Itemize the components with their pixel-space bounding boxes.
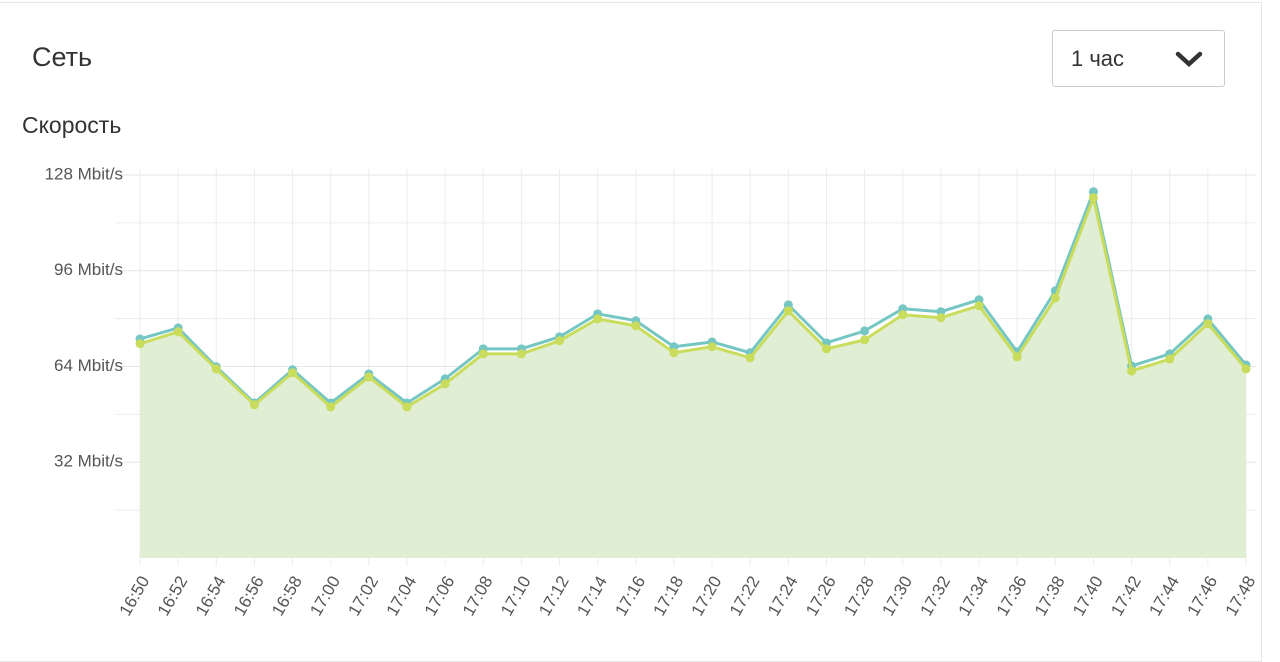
point bbox=[631, 321, 641, 331]
point bbox=[288, 368, 298, 378]
point bbox=[783, 306, 793, 316]
point bbox=[707, 342, 717, 352]
point bbox=[860, 326, 870, 336]
point bbox=[249, 400, 259, 410]
x-tick-label: 17:32 bbox=[917, 573, 955, 619]
x-tick-label: 17:08 bbox=[459, 573, 497, 619]
line bbox=[139, 186, 1248, 406]
x-tick-label: 17:04 bbox=[383, 573, 421, 619]
x-tick-label: 17:24 bbox=[764, 573, 802, 619]
dropdown-value: 1 час bbox=[1071, 46, 1125, 71]
line bbox=[139, 192, 1248, 409]
point bbox=[1203, 319, 1213, 329]
point bbox=[1241, 364, 1251, 374]
x-tick-label: 17:06 bbox=[421, 573, 459, 619]
section-title: Скорость bbox=[22, 112, 122, 138]
x-tick-label: 17:22 bbox=[726, 573, 764, 619]
y-tick-label: 96 Mbit/s bbox=[54, 260, 123, 279]
point bbox=[1127, 366, 1137, 376]
point bbox=[364, 372, 374, 382]
point bbox=[478, 349, 488, 359]
x-tick-label: 17:42 bbox=[1107, 573, 1145, 619]
x-tick-label: 17:30 bbox=[878, 573, 916, 619]
chevron-icon bbox=[1175, 51, 1203, 68]
x-tick-label: 17:10 bbox=[497, 573, 535, 619]
point bbox=[555, 336, 565, 346]
point bbox=[974, 301, 984, 311]
point bbox=[135, 339, 145, 349]
point bbox=[1050, 293, 1060, 303]
x-tick-label: 17:44 bbox=[1145, 573, 1183, 619]
x-tick-label: 17:12 bbox=[535, 573, 573, 619]
area bbox=[140, 197, 1246, 559]
point bbox=[440, 379, 450, 389]
x-tick-label: 16:54 bbox=[192, 573, 230, 619]
x-tick-label: 17:28 bbox=[840, 573, 878, 619]
x-tick-label: 17:18 bbox=[650, 573, 688, 619]
point bbox=[173, 327, 183, 337]
x-tick-label: 17:46 bbox=[1183, 573, 1221, 619]
point bbox=[211, 364, 221, 374]
point bbox=[1088, 193, 1098, 203]
x-tick-label: 16:58 bbox=[268, 573, 306, 619]
point bbox=[1165, 354, 1175, 364]
panel-title: Сеть bbox=[32, 42, 93, 72]
x-tick-label: 17:16 bbox=[611, 573, 649, 619]
point bbox=[516, 349, 526, 359]
x-tick-label: 17:36 bbox=[993, 573, 1031, 619]
point bbox=[898, 310, 908, 320]
y-tick-label: 32 Mbit/s bbox=[54, 452, 123, 471]
point bbox=[402, 402, 412, 412]
point bbox=[669, 348, 679, 358]
point bbox=[821, 344, 831, 354]
x-tick-label: 17:48 bbox=[1222, 573, 1260, 619]
period-dropdown[interactable]: 1 час bbox=[1052, 30, 1225, 87]
x-tick-label: 16:56 bbox=[230, 573, 268, 619]
x-tick-label: 17:26 bbox=[802, 573, 840, 619]
y-tick-label: 64 Mbit/s bbox=[54, 356, 123, 375]
point bbox=[593, 314, 603, 324]
x-tick-label: 17:40 bbox=[1069, 573, 1107, 619]
y-tick-label: 128 Mbit/s bbox=[45, 164, 123, 183]
x-tick-label: 17:34 bbox=[955, 573, 993, 619]
x-tick-label: 16:50 bbox=[116, 573, 154, 619]
x-tick-label: 17:14 bbox=[573, 573, 611, 619]
point bbox=[860, 335, 870, 345]
x-tick-label: 17:00 bbox=[306, 573, 344, 619]
x-tick-label: 17:02 bbox=[344, 573, 382, 619]
x-tick-label: 17:38 bbox=[1031, 573, 1069, 619]
point bbox=[1012, 352, 1022, 362]
x-tick-label: 16:52 bbox=[154, 573, 192, 619]
point bbox=[936, 313, 946, 323]
point bbox=[745, 353, 755, 363]
x-tick-label: 17:20 bbox=[688, 573, 726, 619]
point bbox=[326, 402, 336, 412]
